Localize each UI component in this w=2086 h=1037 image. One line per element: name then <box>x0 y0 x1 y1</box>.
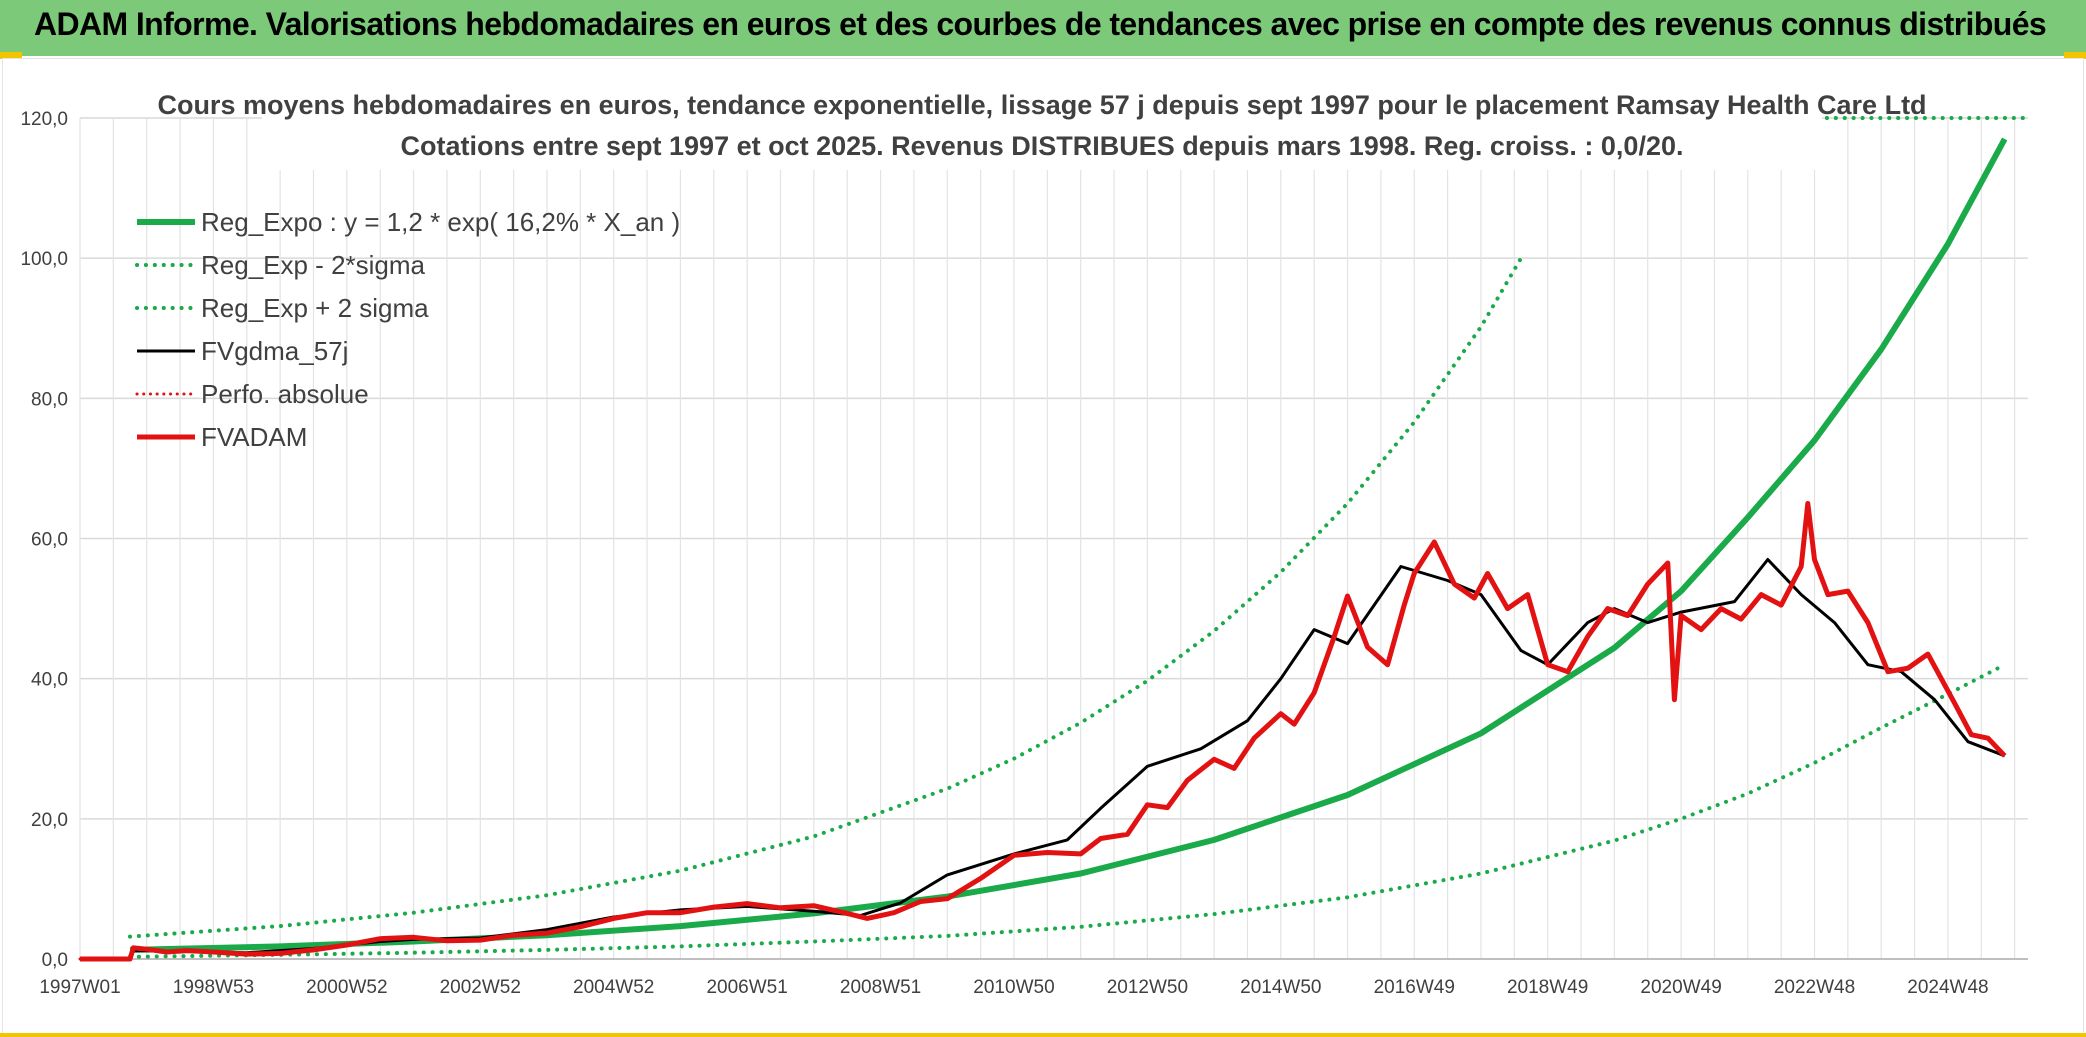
bottom-strip <box>0 1033 2086 1037</box>
x-tick-label: 2014W50 <box>1240 977 1321 998</box>
legend-label-0: Reg_Expo : y = 1,2 * exp( 16,2% * X_an ) <box>201 207 680 237</box>
x-tick-label: 2004W52 <box>573 977 654 998</box>
x-tick-label: 2006W51 <box>706 977 787 998</box>
x-tick-label: 1997W01 <box>39 977 120 998</box>
x-tick-label: 2018W49 <box>1507 977 1588 998</box>
report-banner: ADAM Informe. Valorisations hebdomadaire… <box>0 0 2086 59</box>
y-tick-label: 0,0 <box>42 950 68 971</box>
series-line-3 <box>80 558 2006 961</box>
series-line-2 <box>128 256 1523 939</box>
corner-marker-right <box>2064 52 2086 59</box>
report-title: ADAM Informe. Valorisations hebdomadaire… <box>34 6 2047 42</box>
y-tick-label: 60,0 <box>31 530 68 551</box>
corner-marker-left <box>0 52 22 59</box>
x-tick-label: 2008W51 <box>840 977 921 998</box>
title-backdrop <box>262 82 1822 170</box>
chart-frame <box>2 58 2084 1034</box>
chart-legend: Reg_Expo : y = 1,2 * exp( 16,2% * X_an )… <box>135 207 680 452</box>
x-tick-label: 2016W49 <box>1374 977 1455 998</box>
x-tick-label: 2022W48 <box>1774 977 1855 998</box>
x-tick-label: 2024W48 <box>1907 977 1988 998</box>
x-tick-label: 2002W52 <box>440 977 521 998</box>
y-tick-label: 120,0 <box>20 109 68 130</box>
x-tick-label: 2000W52 <box>306 977 387 998</box>
series-line-5 <box>80 501 2007 962</box>
chart-title: Cours moyens hebdomadaires en euros, ten… <box>157 90 1926 120</box>
y-tick-label: 20,0 <box>31 810 68 831</box>
x-tick-label: 2012W50 <box>1107 977 1188 998</box>
y-tick-label: 40,0 <box>31 670 68 691</box>
legend-label-3: FVgdma_57j <box>201 336 348 366</box>
x-tick-label: 2020W49 <box>1640 977 1721 998</box>
y-tick-label: 100,0 <box>20 249 68 270</box>
x-tick-label: 2010W50 <box>973 977 1054 998</box>
legend-label-4: Perfo. absolue <box>201 379 369 409</box>
legend-label-2: Reg_Exp + 2 sigma <box>201 293 429 323</box>
legend-label-5: FVADAM <box>201 422 307 452</box>
chart-axes: 0,0 20,0 40,0 60,0 80,0 100,0 120,0 1997W01 1998… <box>20 109 2028 998</box>
chart-grid <box>79 117 2028 960</box>
chart-series <box>78 116 2030 962</box>
x-tick-label: 1998W53 <box>173 977 254 998</box>
series-line-1 <box>128 662 2007 959</box>
legend-label-1: Reg_Exp - 2*sigma <box>201 250 426 280</box>
chart-subtitle: Cotations entre sept 1997 et oct 2025. R… <box>400 131 1683 161</box>
y-tick-label: 80,0 <box>31 389 68 410</box>
